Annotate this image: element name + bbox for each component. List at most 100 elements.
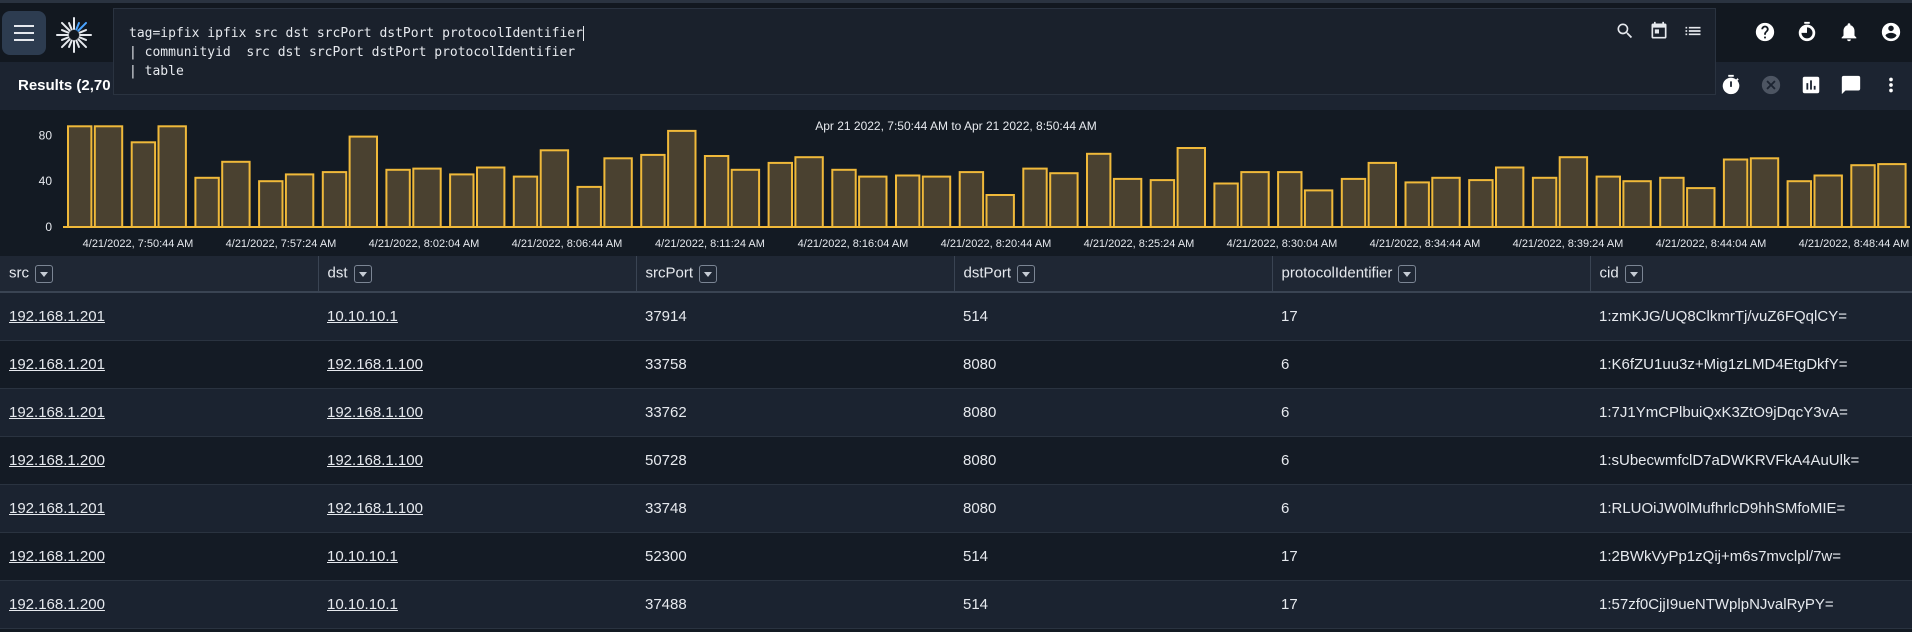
query-editor[interactable]: tag=ipfix ipfix src dst srcPort dstPort … — [113, 8, 1716, 95]
histogram-bar — [1659, 176, 1685, 229]
cell-value: 33762 — [645, 403, 687, 421]
list-icon[interactable] — [1683, 21, 1703, 41]
table-cell-dst[interactable]: 10.10.10.1 — [318, 532, 636, 581]
table-cell-dst[interactable]: 10.10.10.1 — [318, 292, 636, 341]
cell-value: 6 — [1281, 355, 1290, 373]
table-cell-dst[interactable]: 192.168.1.100 — [318, 484, 636, 533]
table-row[interactable]: 192.168.1.201 192.168.1.100 33748 8080 6 1:RL… — [0, 484, 1912, 533]
cell-link[interactable]: 192.168.1.100 — [327, 499, 423, 517]
calendar-icon[interactable] — [1649, 21, 1669, 41]
table-cell-src[interactable]: 192.168.1.201 — [0, 292, 318, 341]
table-cell-srcPort: 50728 — [636, 436, 954, 485]
histogram-bar — [1850, 164, 1876, 228]
column-header-dst[interactable]: dst — [318, 256, 637, 293]
x-tick-label: 4/21/2022, 8:44:04 AM — [1656, 238, 1767, 250]
cell-link[interactable]: 10.10.10.1 — [327, 595, 398, 613]
histogram-bar — [1049, 172, 1079, 228]
gravwell-logo[interactable] — [56, 17, 92, 53]
table-row[interactable]: 192.168.1.200 10.10.10.1 52300 514 17 1:2BWkV… — [0, 532, 1912, 581]
table-cell-cid: 1:57zf0CjjI9ueNTWplpNJvalRyPY= — [1590, 580, 1912, 629]
menu-button[interactable] — [2, 11, 46, 55]
timer-icon[interactable] — [1796, 21, 1818, 43]
table-cell-cid: 1:7J1YmCPlbuiQxK3ZtO9jDqcY3vA= — [1590, 388, 1912, 437]
x-tick-label: 4/21/2022, 8:06:44 AM — [512, 238, 623, 250]
cell-link[interactable]: 192.168.1.100 — [327, 403, 423, 421]
query-text[interactable]: tag=ipfix ipfix src dst srcPort dstPort … — [129, 24, 1700, 81]
stopwatch-icon[interactable] — [1720, 74, 1742, 96]
cell-link[interactable]: 10.10.10.1 — [327, 307, 398, 325]
column-header-src[interactable]: src — [0, 256, 319, 293]
table-cell-src[interactable]: 192.168.1.201 — [0, 388, 318, 437]
table-row[interactable]: 192.168.1.201 10.10.10.1 37914 514 17 1:zmKJG… — [0, 292, 1912, 341]
table-cell-dst[interactable]: 192.168.1.100 — [318, 340, 636, 389]
histogram-bar — [1722, 158, 1749, 228]
cell-link[interactable]: 192.168.1.201 — [9, 499, 105, 517]
column-menu-dropdown-icon[interactable] — [35, 264, 53, 283]
column-menu-dropdown-icon[interactable] — [353, 264, 372, 283]
table-cell-src[interactable]: 192.168.1.200 — [0, 532, 318, 581]
cell-link[interactable]: 192.168.1.100 — [327, 355, 423, 373]
histogram-bar — [1149, 179, 1176, 228]
table-cell-dst[interactable]: 10.10.10.1 — [318, 580, 636, 629]
histogram-bar — [221, 160, 251, 228]
column-menu-dropdown-icon[interactable] — [699, 264, 718, 283]
table-row[interactable]: 192.168.1.201 192.168.1.100 33758 8080 6 1:K6… — [0, 340, 1912, 389]
cell-link[interactable]: 192.168.1.201 — [9, 355, 105, 373]
column-header-dstPort[interactable]: dstPort — [954, 256, 1273, 293]
table-row[interactable]: 192.168.1.200 10.10.10.1 37488 514 17 1:57zf0… — [0, 580, 1912, 629]
column-header-protocolIdentifier[interactable]: protocolIdentifier — [1272, 256, 1591, 293]
table-row[interactable]: 192.168.1.200 192.168.1.100 50728 8080 6 1:sU… — [0, 436, 1912, 485]
cancel-button[interactable] — [1760, 74, 1782, 101]
help-icon[interactable] — [1754, 21, 1776, 43]
table-cell-cid: 1:2BWkVyPp1zQij+m6s7mvclpl/7w= — [1590, 532, 1912, 581]
table-cell-src[interactable]: 192.168.1.200 — [0, 580, 318, 629]
column-menu-dropdown-icon[interactable] — [1017, 264, 1036, 283]
cell-value: 6 — [1281, 451, 1290, 469]
cell-value: 8080 — [963, 403, 997, 421]
results-title: Results (2,70 — [18, 77, 111, 94]
app-actions — [1754, 21, 1912, 43]
table-cell-dst[interactable]: 192.168.1.100 — [318, 388, 636, 437]
column-header-srcPort[interactable]: srcPort — [636, 256, 955, 293]
column-header-label: protocolIdentifier — [1281, 265, 1393, 283]
histogram-chart: Apr 21 2022, 7:50:44 AM to Apr 21 2022, … — [0, 110, 1912, 255]
cell-link[interactable]: 192.168.1.201 — [9, 403, 105, 421]
table-cell-protocolIdentifier: 6 — [1272, 436, 1590, 485]
cell-link[interactable]: 192.168.1.200 — [9, 595, 105, 613]
column-header-cid[interactable]: cid — [1590, 256, 1912, 293]
cell-link[interactable]: 192.168.1.200 — [9, 451, 105, 469]
cell-value: 1:sUbecwmfclD7aDWKRVFkA4AuUlk= — [1599, 451, 1860, 469]
cell-link[interactable]: 10.10.10.1 — [327, 547, 398, 565]
cell-link[interactable]: 192.168.1.201 — [9, 307, 105, 325]
histogram-bar — [1686, 187, 1716, 228]
histogram-bar — [321, 171, 348, 228]
cell-value: 17 — [1281, 547, 1298, 565]
table-cell-srcPort: 52300 — [636, 532, 954, 581]
results-table: src dst srcPort dstPort protocolIdentifier ci… — [0, 256, 1912, 632]
histogram-bar — [412, 167, 442, 228]
table-cell-src[interactable]: 192.168.1.200 — [0, 436, 318, 485]
column-menu-dropdown-icon[interactable] — [1398, 264, 1417, 283]
results-actions — [1720, 74, 1902, 101]
bell-icon[interactable] — [1838, 21, 1860, 43]
table-cell-src[interactable]: 192.168.1.201 — [0, 340, 318, 389]
histogram-bar — [1277, 171, 1303, 228]
histogram-bar — [831, 168, 857, 228]
histogram-svg: Apr 21 2022, 7:50:44 AM to Apr 21 2022, … — [39, 119, 1910, 250]
account-icon[interactable] — [1880, 21, 1902, 43]
table-row[interactable]: 192.168.1.201 192.168.1.100 33762 8080 6 1:7J… — [0, 388, 1912, 437]
table-cell-dst[interactable]: 192.168.1.100 — [318, 436, 636, 485]
column-menu-dropdown-icon[interactable] — [1624, 264, 1643, 283]
table-cell-dstPort: 514 — [954, 292, 1272, 341]
search-icon[interactable] — [1615, 21, 1635, 41]
x-tick-label: 4/21/2022, 8:02:04 AM — [369, 238, 480, 250]
comment-icon[interactable] — [1840, 74, 1862, 96]
more-vert-icon[interactable] — [1880, 74, 1902, 96]
cell-link[interactable]: 192.168.1.200 — [9, 547, 105, 565]
table-cell-src[interactable]: 192.168.1.201 — [0, 484, 318, 533]
cell-value: 52300 — [645, 547, 687, 565]
chart-icon[interactable] — [1800, 74, 1822, 96]
histogram-bar — [194, 176, 220, 229]
histogram-bar — [1813, 174, 1843, 228]
cell-link[interactable]: 192.168.1.100 — [327, 451, 423, 469]
